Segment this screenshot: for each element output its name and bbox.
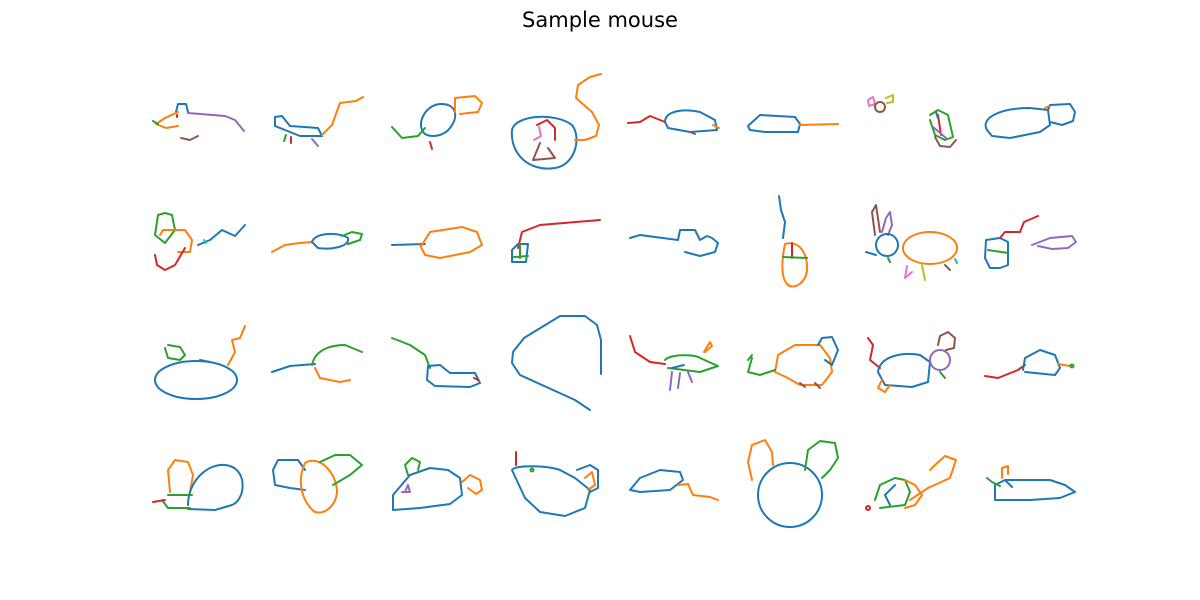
sketch bbox=[865, 204, 958, 281]
sketch bbox=[747, 336, 839, 389]
sketch bbox=[154, 212, 246, 271]
sketch bbox=[274, 96, 364, 147]
figure-title: Sample mouse bbox=[522, 8, 678, 32]
sketch bbox=[392, 457, 483, 511]
sketches bbox=[152, 73, 1077, 528]
sketch bbox=[272, 454, 363, 514]
sketch bbox=[391, 337, 481, 388]
sketch bbox=[867, 331, 956, 393]
sketch bbox=[391, 226, 483, 259]
sketch bbox=[627, 109, 720, 135]
sketch bbox=[986, 465, 1076, 501]
sketch bbox=[984, 103, 1076, 139]
sketch bbox=[747, 114, 839, 133]
sketch bbox=[984, 215, 1077, 269]
sketch bbox=[511, 315, 602, 411]
sketch bbox=[629, 229, 719, 257]
sketch bbox=[629, 469, 719, 501]
sketch bbox=[271, 344, 363, 383]
sketch bbox=[154, 325, 246, 400]
sketch bbox=[629, 335, 719, 391]
sketch bbox=[152, 459, 244, 511]
sketch bbox=[511, 451, 599, 517]
sketch bbox=[271, 231, 363, 253]
sketch bbox=[747, 439, 839, 528]
sketch bbox=[510, 73, 602, 170]
sketch bbox=[511, 219, 601, 263]
sketch bbox=[391, 95, 483, 150]
sketch bbox=[865, 455, 957, 511]
sketch bbox=[152, 103, 245, 141]
sketch bbox=[867, 94, 957, 148]
sketch bbox=[778, 195, 809, 288]
sketch bbox=[984, 349, 1075, 379]
